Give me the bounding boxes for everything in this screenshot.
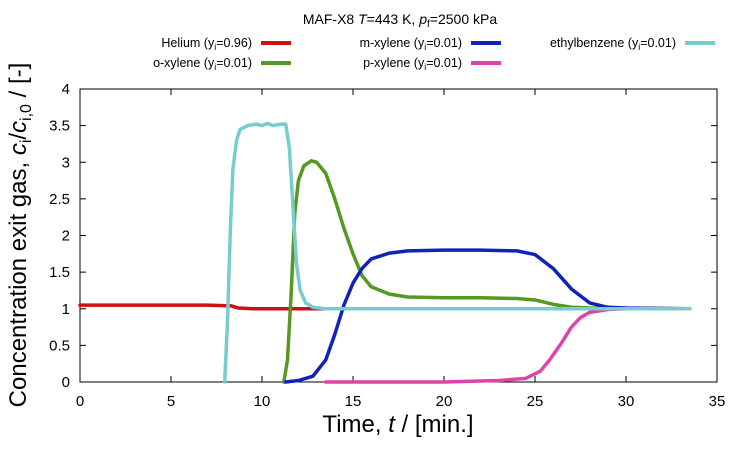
series-lines [78,121,692,384]
x-tick-label: 20 [436,393,453,410]
series-line-ethylbenzene [222,121,692,384]
x-tick-label: 25 [527,393,544,410]
x-tick-label: 15 [345,393,362,410]
legend: Helium (yi=0.96) o-xylene (yi=0.01) m-xy… [153,36,715,72]
y-tick-label: 1.5 [49,264,70,281]
series-line-p-xylene [323,307,692,384]
x-tick-label: 0 [76,393,84,410]
x-tick-label: 5 [167,393,175,410]
y-tick-label: 4 [62,81,70,98]
x-tick-label: 30 [618,393,635,410]
legend-label-helium: Helium (yi=0.96) [161,36,252,52]
legend-label-ethylbenzene: ethylbenzene (yi=0.01) [550,36,676,52]
y-tick-label: 3.5 [49,118,70,135]
axis-ticks: 0 5 10 15 20 25 30 35 0 0.5 1 1.5 2 2.5 3 3.5 4 [49,81,725,410]
series-line-m-xylene [283,248,692,384]
y-tick-label: 0 [62,374,70,391]
y-tick-label: 2.5 [49,191,70,208]
legend-label-m-xylene: m-xylene (yi=0.01) [360,36,462,52]
x-tick-label: 35 [709,393,726,410]
y-tick-label: 1 [62,301,70,318]
y-axis-title: Concentration exit gas, ci/ci,0 / [-] [5,63,35,408]
x-axis-title: Time, t / [min.] [322,411,473,438]
y-tick-label: 3 [62,154,70,171]
legend-label-p-xylene: p-xylene (yi=0.01) [363,56,462,72]
legend-label-o-xylene: o-xylene (yi=0.01) [153,56,252,72]
series-line-o-xylene [282,159,692,384]
x-tick-label: 10 [254,393,271,410]
plot-frame [79,88,718,383]
y-tick-label: 2 [62,228,70,245]
y-tick-label: 0.5 [49,337,70,354]
chart-title: MAF-X8 T=443 K, pf=2500 kPa [303,11,497,30]
